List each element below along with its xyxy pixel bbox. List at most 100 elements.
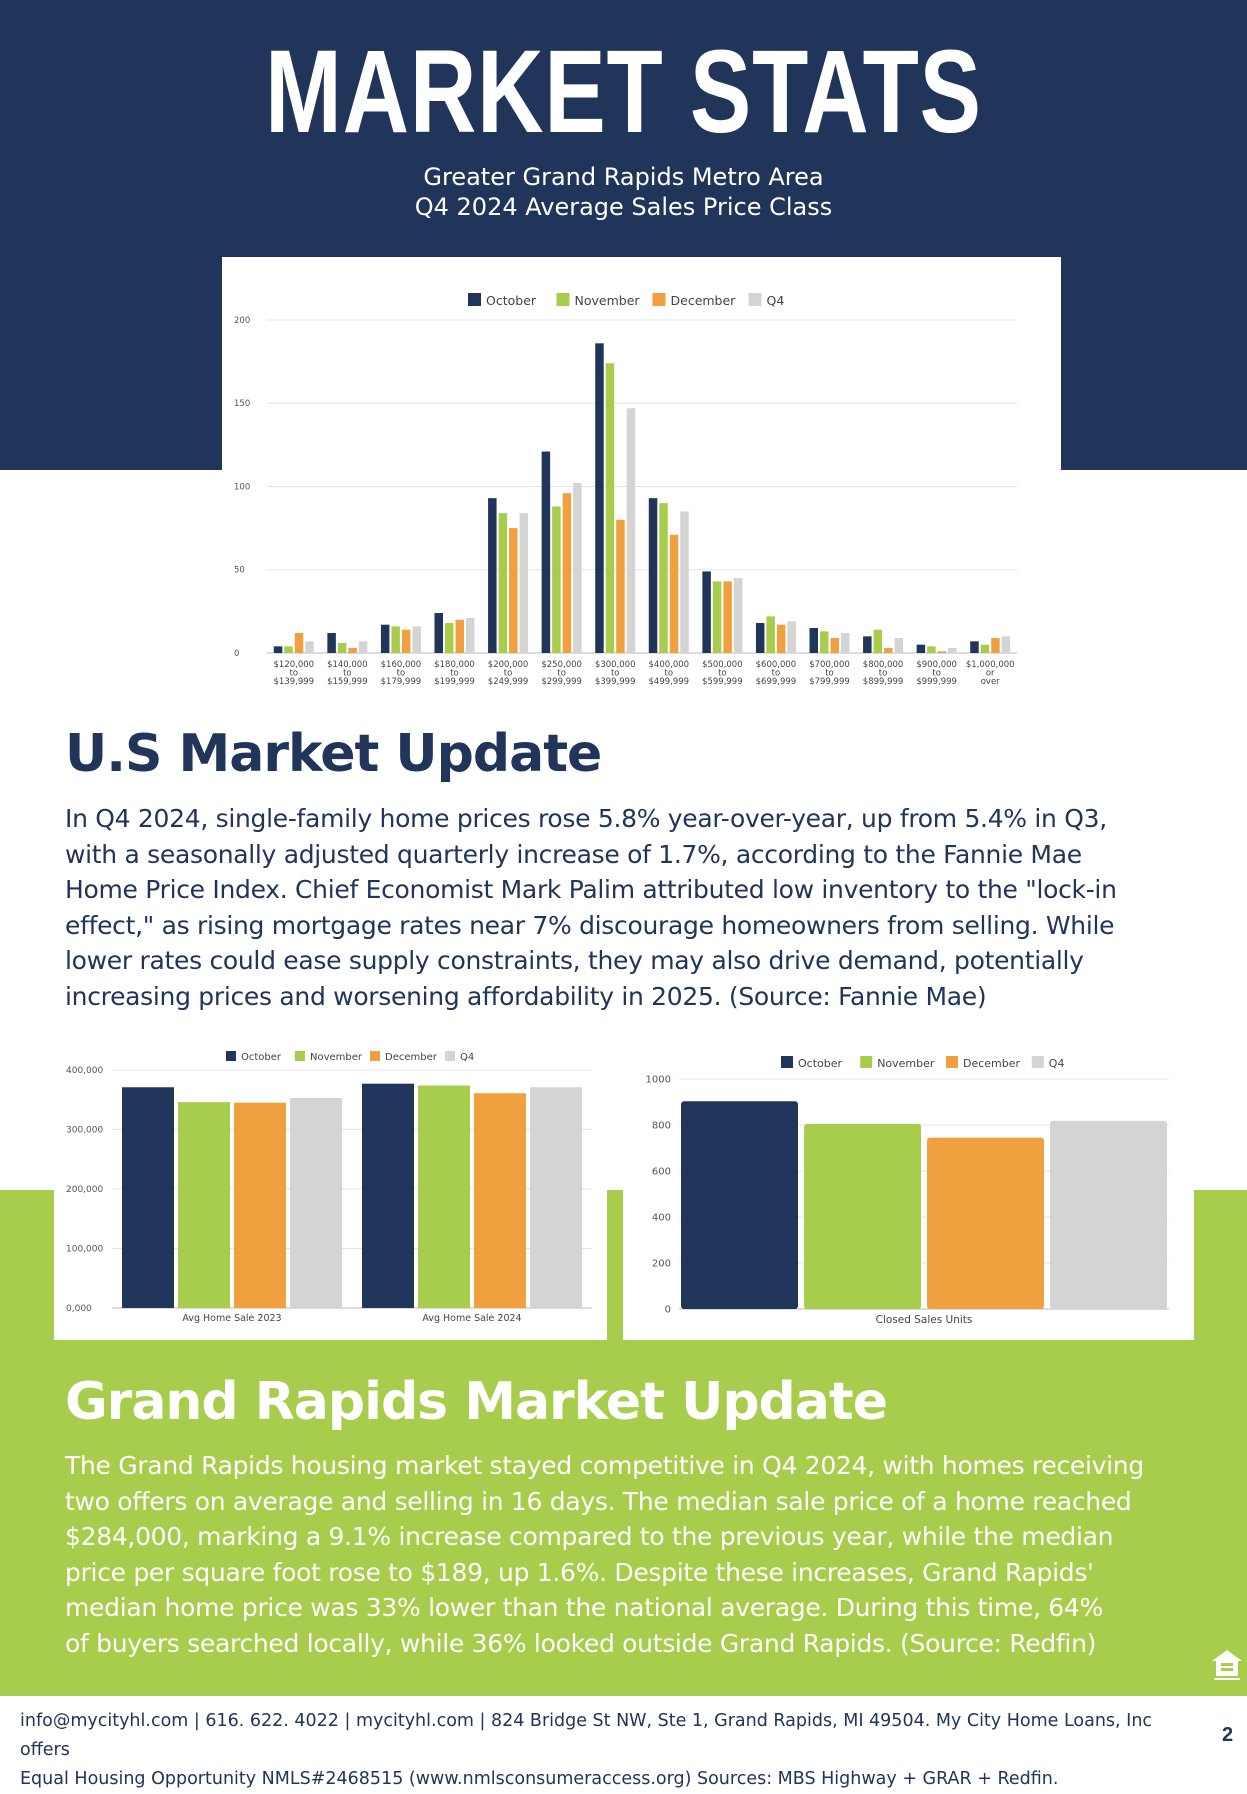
page-number: 2 [1222,1724,1234,1746]
bar [820,631,829,653]
bar [787,621,796,653]
y-tick-label: 200,000 [66,1185,103,1195]
x-tick-label: to [665,669,674,679]
x-tick-label: $600,000 [756,660,797,670]
x-tick-label: $1,000,000 [966,660,1015,670]
legend-swatch [556,293,570,306]
grand-rapids-body: The Grand Rapids housing market stayed c… [65,1448,1185,1661]
x-tick-label: to [932,669,941,679]
bar [362,1083,414,1308]
bar [474,1093,526,1308]
gr-body-line: median home price was 33% lower than the… [65,1593,1103,1622]
legend-label: Q4 [767,293,785,308]
x-tick-label: to [450,669,459,679]
x-tick-label: to [772,669,781,679]
gr-body-line: price per square foot rose to $189, up 1… [65,1557,1094,1587]
bar [680,511,689,653]
y-tick-label: 400,000 [66,1066,103,1076]
x-tick-label: to [718,669,727,679]
x-tick-label: $160,000 [381,660,422,670]
x-tick-label: to [343,669,352,679]
avg-home-sale-chart: 0,000 100,000 200,000 300,000 400,000 October… [66,1051,592,1324]
x-tick-label: $499,999 [649,677,690,687]
legend-label: Q4 [1049,1057,1065,1070]
bar [445,623,454,653]
bar [927,646,936,653]
grand-rapids-heading: Grand Rapids Market Update [65,1372,888,1432]
x-tick-label: $159,999 [327,677,368,687]
y-tick-label: 800 [652,1121,671,1132]
bar [755,623,765,653]
footer: info@mycityhl.com | 616. 622. 4022 | myc… [20,1707,1190,1794]
bar [659,503,668,653]
bar [327,633,336,653]
legend-swatch [748,293,762,306]
footer-line: Equal Housing Opportunity NMLS#2468515 (… [20,1769,1059,1789]
bar [519,513,529,653]
x-tick-label: to [397,669,406,679]
bar [552,506,561,653]
x-tick-label: Avg Home Sale 2023 [182,1313,281,1324]
bar [681,1101,798,1309]
y-tick-label: 50 [234,566,245,576]
x-tick-label: $299,999 [541,677,582,687]
bar [884,648,893,653]
legend-label: December [671,293,737,308]
closed-sales-chart: 0 200 400 600 800 1000 October November December… [646,1056,1169,1326]
y-tick-label: 0 [234,649,239,659]
equal-housing-icon [1212,1650,1242,1680]
x-tick-label: $180,000 [434,660,475,670]
y-tick-label: 400 [652,1213,671,1224]
bar [573,483,582,653]
bar [455,619,464,653]
x-tick-label: Closed Sales Units [876,1314,973,1326]
bar [178,1102,230,1308]
us-body-line: effect," as rising mortgage rates near 7… [65,910,1115,940]
bar [980,644,990,653]
legend-label: October [241,1052,282,1063]
bar [937,651,947,653]
legend-label: Q4 [460,1052,474,1063]
x-tick-label: $140,000 [327,660,368,670]
bar [1050,1120,1167,1309]
bar [804,1123,921,1309]
y-tick-label: 300,000 [66,1126,103,1136]
bar [401,629,411,653]
legend-swatch [295,1051,305,1061]
bar [669,534,679,653]
x-tick-label: $179,999 [381,677,422,687]
bar [290,1097,342,1308]
footer-line: info@mycityhl.com | 616. 622. 4022 | myc… [20,1711,1153,1760]
bar [122,1087,174,1308]
x-tick-label: $249,999 [488,677,529,687]
bar [284,646,293,653]
x-tick-label: $900,000 [916,660,957,670]
bar [530,1087,582,1308]
x-tick-label: to [290,669,299,679]
legend-label: November [877,1057,935,1070]
x-tick-label: $120,000 [274,660,315,670]
us-body-line: Home Price Index. Chief Economist Mark P… [65,875,1117,904]
x-tick-label: to [611,669,620,679]
bar [723,581,732,653]
x-tick-label: over [981,677,1000,687]
bar [412,626,421,653]
us-body-line: increasing prices and worsening affordab… [65,981,987,1011]
closed-sales-chart-card: 0 200 400 600 800 1000 October November December… [623,1038,1194,1340]
gr-body-line: two offers on average and selling in 16 … [65,1486,1132,1516]
x-tick-label: $199,999 [434,677,475,687]
bar [498,513,508,653]
us-body-line: with a seasonally adjusted quarterly inc… [65,839,1082,869]
bar [733,578,743,653]
bar [541,451,551,653]
x-tick-label: to [825,669,834,679]
bar [358,641,368,653]
bar [418,1085,470,1308]
x-tick-label: $300,000 [595,660,636,670]
bar [648,498,658,653]
bar [809,628,818,653]
x-tick-label: to [879,669,888,679]
legend-swatch [226,1051,236,1061]
bar [391,626,400,653]
bar [605,363,615,653]
